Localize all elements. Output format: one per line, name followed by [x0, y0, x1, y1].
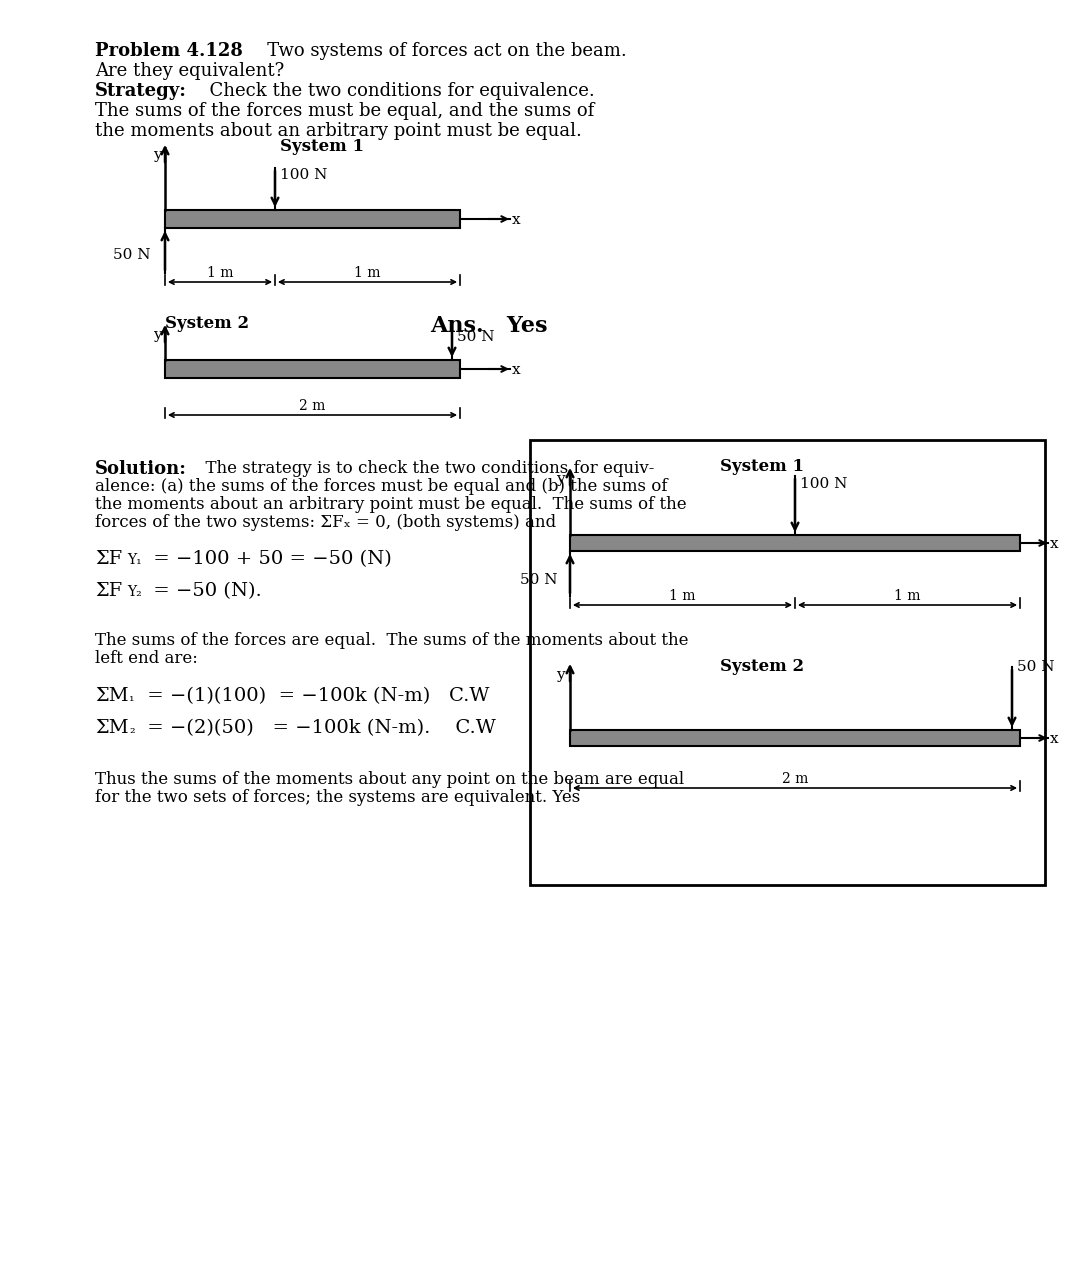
Text: the moments about an arbitrary point must be equal.: the moments about an arbitrary point mus… [95, 122, 582, 140]
Text: 50 N: 50 N [113, 248, 150, 262]
Text: 50 N: 50 N [1017, 660, 1054, 674]
Text: 2 m: 2 m [299, 399, 326, 413]
Text: 1 m: 1 m [894, 588, 921, 602]
Text: = −(2)(50)   = −100k (N-m).    C.W: = −(2)(50) = −100k (N-m). C.W [141, 719, 496, 737]
Text: alence: (a) the sums of the forces must be equal and (b) the sums of: alence: (a) the sums of the forces must … [95, 478, 667, 494]
Bar [570, 730, 1020, 746]
Text: = −(1)(100)  = −100k (N-m)   C.W: = −(1)(100) = −100k (N-m) C.W [141, 688, 489, 705]
Bar [165, 210, 460, 228]
Text: ₂: ₂ [129, 722, 135, 736]
Text: Ans.   Yes: Ans. Yes [430, 315, 548, 337]
Bar [530, 440, 1045, 885]
Text: 50 N: 50 N [519, 573, 557, 587]
Text: the moments about an arbitrary point must be equal.  The sums of the: the moments about an arbitrary point mus… [95, 496, 687, 513]
Text: y: y [556, 472, 565, 486]
Text: The strategy is to check the two conditions for equiv-: The strategy is to check the two conditi… [195, 460, 654, 477]
Text: ΣF: ΣF [95, 550, 122, 568]
Text: 2 m: 2 m [782, 771, 808, 785]
Text: x: x [512, 214, 521, 228]
Text: = −50 (N).: = −50 (N). [147, 582, 261, 600]
Text: Two systems of forces act on the beam.: Two systems of forces act on the beam. [249, 42, 626, 60]
Text: System 1: System 1 [720, 458, 804, 475]
Text: The sums of the forces must be equal, and the sums of: The sums of the forces must be equal, an… [95, 102, 594, 119]
Text: System 1: System 1 [280, 139, 364, 155]
Text: 1 m: 1 m [354, 266, 381, 280]
Text: 50 N: 50 N [457, 330, 495, 344]
Text: x: x [1050, 732, 1058, 746]
Text: x: x [512, 364, 521, 377]
Text: Solution:: Solution: [95, 460, 187, 478]
Text: left end are:: left end are: [95, 649, 198, 667]
Text: Thus the sums of the moments about any point on the beam are equal: Thus the sums of the moments about any p… [95, 771, 684, 788]
Text: y: y [153, 328, 162, 342]
Text: Strategy:: Strategy: [95, 83, 187, 100]
Text: y: y [153, 147, 162, 161]
Text: 1 m: 1 m [206, 266, 233, 280]
Bar [165, 360, 460, 377]
Text: System 2: System 2 [720, 658, 805, 675]
Text: The sums of the forces are equal.  The sums of the moments about the: The sums of the forces are equal. The su… [95, 632, 689, 649]
Text: 1 m: 1 m [670, 588, 696, 602]
Text: Check the two conditions for equivalence.: Check the two conditions for equivalence… [198, 83, 595, 100]
Text: for the two sets of forces; the systems are equivalent. Yes: for the two sets of forces; the systems … [95, 789, 580, 806]
Text: y: y [556, 669, 565, 683]
Text: ΣF: ΣF [95, 582, 122, 600]
Text: forces of the two systems: ΣFₓ = 0, (both systems) and: forces of the two systems: ΣFₓ = 0, (bot… [95, 513, 556, 531]
Bar [570, 535, 1020, 552]
Text: Y₂: Y₂ [127, 585, 141, 599]
Text: Problem 4.128: Problem 4.128 [95, 42, 243, 60]
Text: x: x [1050, 538, 1058, 552]
Text: 100 N: 100 N [800, 477, 848, 491]
Text: ₁: ₁ [129, 690, 135, 704]
Text: ΣM: ΣM [95, 688, 129, 705]
Text: ΣM: ΣM [95, 719, 129, 737]
Text: System 2: System 2 [165, 315, 249, 332]
Text: Y₁: Y₁ [127, 553, 141, 567]
Text: 100 N: 100 N [280, 168, 327, 182]
Text: Are they equivalent?: Are they equivalent? [95, 62, 284, 80]
Text: = −100 + 50 = −50 (N): = −100 + 50 = −50 (N) [147, 550, 392, 568]
